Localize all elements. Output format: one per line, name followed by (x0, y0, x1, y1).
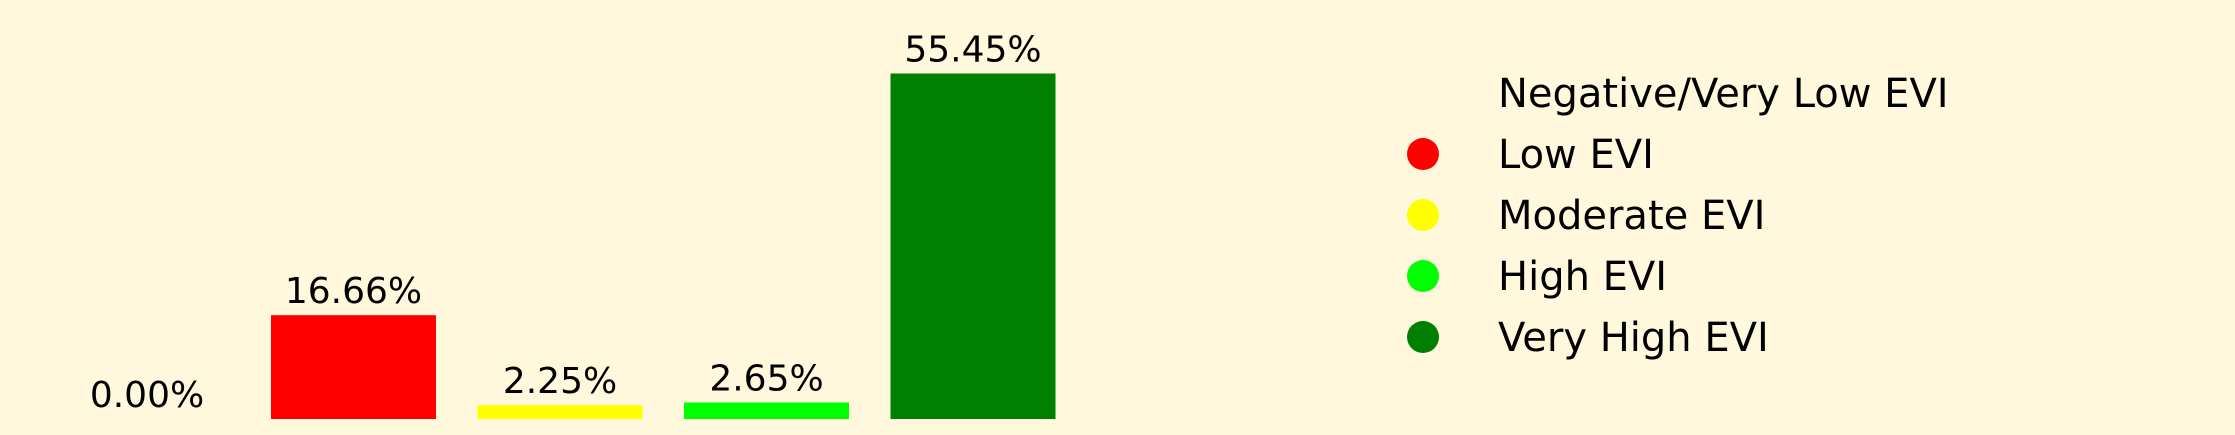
legend-label-2: Low EVI (1498, 132, 1654, 178)
legend: Negative/Very Low EVI Low EVI Moderate EVI… (1407, 71, 1949, 361)
legend-marker-2 (1407, 138, 1439, 170)
bar-value-label-1: 0.00% (90, 375, 204, 416)
bar-value-label-4: 2.65% (709, 358, 823, 399)
legend-marker-4 (1407, 260, 1439, 292)
legend-marker-5 (1407, 321, 1439, 353)
bar-3 (477, 404, 643, 419)
bar-labels-group: 0.00% 16.66% 2.25% 2.65% 55.45% (90, 30, 1042, 416)
bars-group (271, 73, 1056, 419)
legend-label-3: Moderate EVI (1498, 193, 1765, 239)
bar-5 (890, 73, 1056, 419)
legend-marker-1 (1407, 77, 1439, 109)
bar-value-label-5: 55.45% (904, 30, 1041, 71)
legend-label-1: Negative/Very Low EVI (1498, 71, 1949, 117)
bar-value-label-3: 2.25% (503, 361, 617, 402)
bar-2 (271, 315, 436, 419)
legend-label-4: High EVI (1498, 254, 1667, 300)
bar-value-label-2: 16.66% (285, 271, 422, 312)
legend-label-5: Very High EVI (1498, 315, 1769, 361)
legend-marker-3 (1407, 199, 1439, 231)
bar-4 (684, 402, 849, 419)
